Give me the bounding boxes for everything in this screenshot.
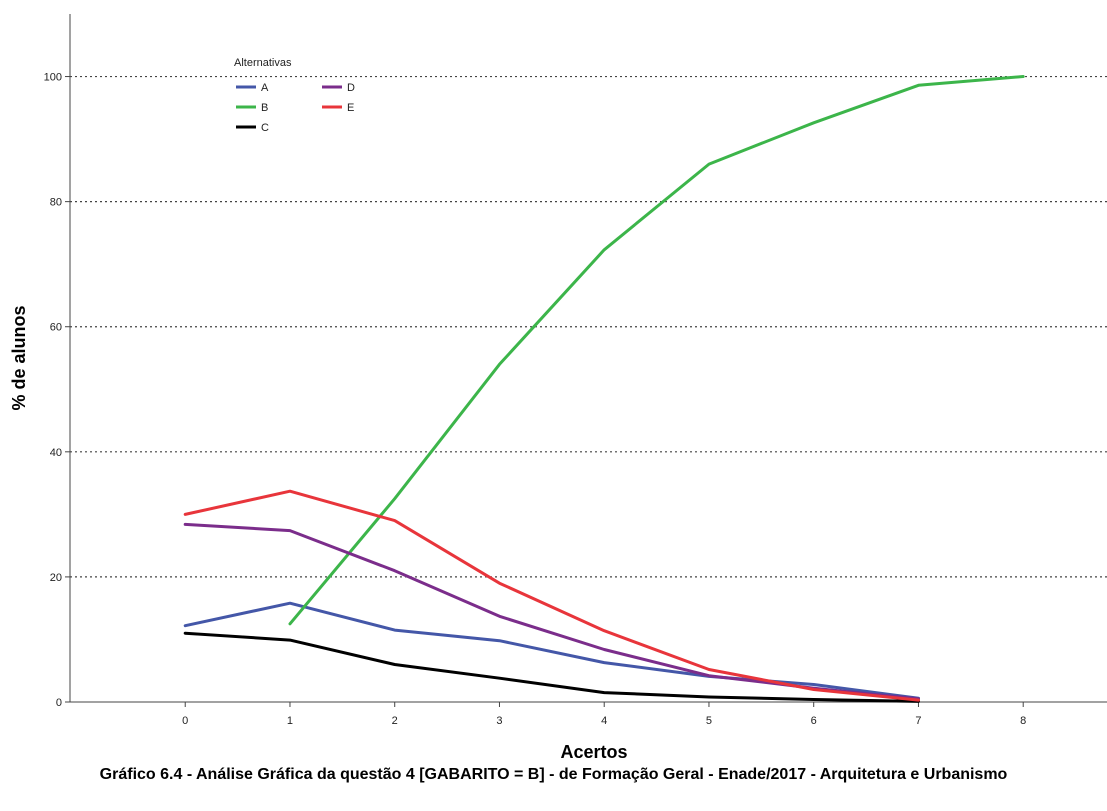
- legend-label-c: C: [261, 122, 269, 134]
- x-axis-title: Acertos: [560, 742, 627, 762]
- x-tick-label: 2: [392, 715, 398, 727]
- x-tick-label: 6: [811, 715, 817, 727]
- x-tick-label: 7: [915, 715, 921, 727]
- x-tick-label: 4: [601, 715, 607, 727]
- x-tick-label: 0: [182, 715, 188, 727]
- chart-caption: Gráfico 6.4 - Análise Gráfica da questão…: [99, 766, 1008, 783]
- series-line-c: [183, 631, 920, 703]
- y-tick-label: 40: [50, 447, 62, 459]
- x-tick-label: 8: [1020, 715, 1026, 727]
- legend-label-b: B: [261, 102, 268, 114]
- x-tick-label: 5: [706, 715, 712, 727]
- legend-label-d: D: [347, 82, 355, 94]
- y-tick-label: 100: [44, 72, 62, 84]
- y-tick-label: 0: [56, 697, 62, 709]
- x-tick-label: 3: [496, 715, 502, 727]
- y-tick-label: 60: [50, 322, 62, 334]
- y-tick-label: 80: [50, 197, 62, 209]
- legend: Alternativas ABC DE: [234, 57, 355, 134]
- series-line-a: [183, 601, 920, 700]
- series-lines: [183, 75, 1025, 703]
- series-line-e: [183, 489, 920, 702]
- plot-area: [70, 14, 1107, 702]
- legend-label-e: E: [347, 102, 354, 114]
- legend-title: Alternativas: [234, 57, 292, 69]
- x-tick-label: 1: [287, 715, 293, 727]
- axes: 0 20 40 60 80 100 0 1 2 3 4 5 6 7 8: [44, 14, 1107, 727]
- legend-label-a: A: [261, 82, 269, 94]
- y-tick-label: 20: [50, 572, 62, 584]
- y-axis-title: % de alunos: [9, 305, 29, 410]
- series-line-b: [288, 75, 1025, 626]
